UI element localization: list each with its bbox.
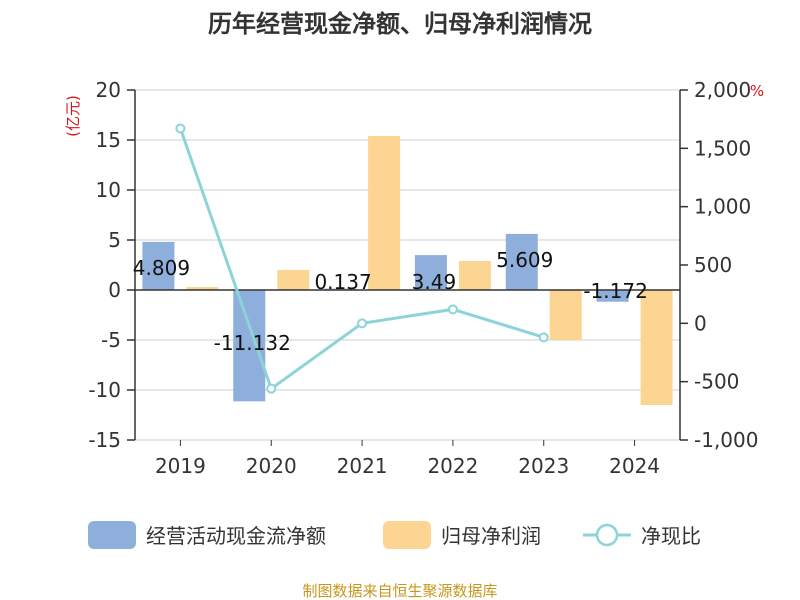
source-note: 制图数据来自恒生聚源数据库 — [302, 582, 497, 600]
net-profit-bar — [640, 290, 673, 405]
legend-marker — [595, 523, 619, 547]
net-profit-bar — [186, 287, 219, 290]
x-tick-label: 2022 — [427, 454, 478, 478]
cash-flow-label: 3.49 — [412, 270, 457, 294]
legend-swatch — [383, 521, 431, 549]
legend[interactable]: 经营活动现金流净额 归母净利润 净现比 — [88, 521, 701, 549]
legend-label: 经营活动现金流净额 — [146, 524, 326, 548]
tick-labels: -15 -10 -5 0 5 10 15 20 -1,000 -500 0 500 1,000 1,500… — [88, 78, 758, 478]
legend-label: 归母净利润 — [441, 524, 541, 548]
left-tick-label: 15 — [96, 128, 121, 152]
legend-label: 净现比 — [641, 524, 701, 548]
cash-flow-bar — [505, 233, 538, 290]
right-tick-label: 500 — [694, 253, 732, 277]
left-tick-label: -15 — [88, 428, 121, 452]
right-tick-label: -500 — [694, 370, 739, 394]
bars — [142, 136, 673, 405]
x-tick-label: 2021 — [337, 454, 388, 478]
cash-flow-bar — [233, 290, 266, 402]
right-axis-unit: % — [750, 82, 764, 100]
cash-flow-label: -11.132 — [214, 331, 291, 355]
right-tick-label: 0 — [694, 311, 707, 335]
legend-item[interactable]: 经营活动现金流净额 — [88, 521, 326, 549]
right-tick-label: 1,500 — [694, 136, 751, 160]
ratio-point — [447, 304, 458, 315]
cash-flow-label: 4.809 — [133, 256, 190, 280]
cash-flow-bar — [414, 255, 447, 290]
net-profit-bar — [458, 261, 491, 290]
data-labels: 4.809 -11.132 0.137 3.49 5.609 -1.172 — [133, 248, 648, 355]
right-tick-label: -1,000 — [694, 428, 758, 452]
left-tick-label: 20 — [96, 78, 121, 102]
left-tick-label: 10 — [96, 178, 121, 202]
ratio-point — [266, 383, 277, 394]
cash-flow-label: -1.172 — [583, 279, 647, 303]
left-tick-label: 5 — [108, 228, 121, 252]
cash-flow-label: 5.609 — [496, 248, 553, 272]
x-tick-label: 2020 — [246, 454, 297, 478]
left-tick-label: 0 — [108, 278, 121, 302]
right-tick-label: 1,000 — [694, 195, 751, 219]
left-tick-label: -10 — [88, 378, 121, 402]
legend-item[interactable]: 净现比 — [583, 523, 701, 548]
net-profit-bar — [549, 290, 582, 340]
ratio-point — [175, 123, 186, 134]
net-profit-bar — [277, 270, 310, 290]
net-profit-bar — [368, 136, 401, 290]
cash-flow-bar — [596, 290, 629, 302]
ratio-line — [175, 123, 549, 394]
chart-title: 历年经营现金净额、归母净利润情况 — [208, 10, 592, 38]
ratio-point — [357, 318, 368, 329]
cash-flow-label: 0.137 — [314, 270, 371, 294]
left-tick-label: -5 — [101, 328, 121, 352]
cash-flow-bar — [142, 241, 175, 290]
gridlines — [135, 89, 680, 441]
x-tick-label: 2019 — [155, 454, 206, 478]
x-tick-label: 2023 — [518, 454, 569, 478]
right-tick-label: 2,000 — [694, 78, 751, 102]
ratio-point — [538, 332, 549, 343]
x-tick-label: 2024 — [609, 454, 660, 478]
left-axis-unit: (亿元) — [64, 95, 82, 137]
legend-item[interactable]: 归母净利润 — [383, 521, 541, 549]
legend-swatch — [88, 521, 136, 549]
axes — [127, 89, 688, 446]
